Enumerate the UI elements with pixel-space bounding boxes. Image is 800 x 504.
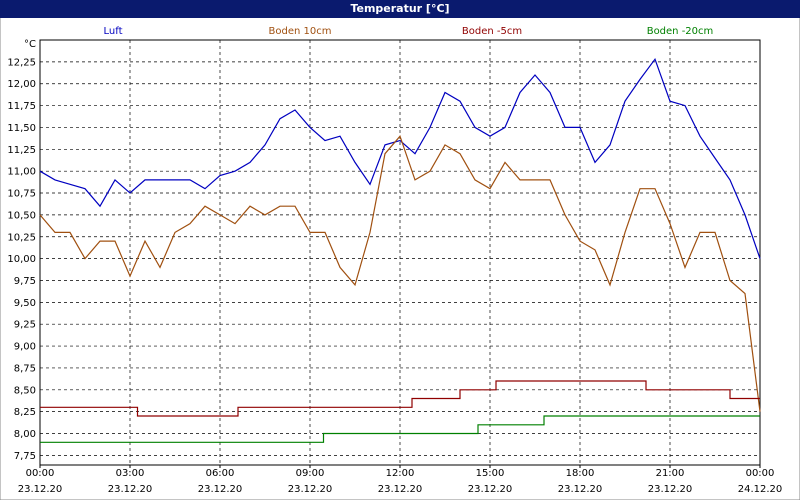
x-tick-sublabel: 23.12.20 bbox=[378, 484, 423, 495]
y-unit: °C bbox=[24, 39, 36, 50]
legend-entry: Boden -5cm bbox=[462, 26, 522, 37]
x-tick-label: 15:00 bbox=[476, 468, 505, 479]
x-tick-sublabel: 23.12.20 bbox=[198, 484, 243, 495]
x-tick-label: 06:00 bbox=[206, 468, 235, 479]
y-tick-label: 10,50 bbox=[7, 210, 36, 221]
chart-title: Temperatur [°C] bbox=[350, 2, 449, 15]
y-tick-label: 11,50 bbox=[7, 123, 36, 134]
y-tick-label: 8,25 bbox=[14, 407, 36, 418]
x-tick-label: 00:00 bbox=[26, 468, 55, 479]
y-tick-label: 9,75 bbox=[14, 276, 36, 287]
legend-entry: Boden -20cm bbox=[647, 26, 714, 37]
y-tick-label: 12,00 bbox=[7, 79, 36, 90]
y-tick-label: 11,00 bbox=[7, 167, 36, 178]
x-tick-sublabel: 23.12.20 bbox=[108, 484, 153, 495]
y-tick-label: 11,25 bbox=[7, 145, 36, 156]
x-tick-sublabel: 24.12.20 bbox=[738, 484, 783, 495]
series-line bbox=[40, 380, 760, 417]
y-tick-label: 8,00 bbox=[14, 429, 36, 440]
y-tick-label: 8,75 bbox=[14, 363, 36, 374]
x-tick-label: 18:00 bbox=[566, 468, 595, 479]
x-tick-label: 00:00 bbox=[746, 468, 775, 479]
x-tick-sublabel: 23.12.20 bbox=[468, 484, 513, 495]
x-tick-sublabel: 23.12.20 bbox=[18, 484, 63, 495]
x-tick-sublabel: 23.12.20 bbox=[648, 484, 693, 495]
series-line bbox=[39, 57, 761, 259]
y-tick-label: 7,75 bbox=[14, 451, 36, 462]
series-line bbox=[39, 135, 761, 412]
y-tick-label: 12,25 bbox=[7, 57, 36, 68]
title-bar bbox=[0, 0, 800, 18]
series-line bbox=[40, 415, 760, 443]
x-tick-label: 12:00 bbox=[386, 468, 415, 479]
x-tick-label: 21:00 bbox=[656, 468, 685, 479]
y-tick-label: 10,75 bbox=[7, 189, 36, 200]
y-tick-label: 9,25 bbox=[14, 320, 36, 331]
x-tick-label: 09:00 bbox=[296, 468, 325, 479]
y-tick-label: 9,00 bbox=[14, 342, 36, 353]
y-tick-label: 10,25 bbox=[7, 232, 36, 243]
y-tick-label: 9,50 bbox=[14, 298, 36, 309]
y-tick-label: 8,50 bbox=[14, 385, 36, 396]
legend-entry: Luft bbox=[104, 26, 123, 37]
x-tick-sublabel: 23.12.20 bbox=[288, 484, 333, 495]
legend-entry: Boden 10cm bbox=[269, 26, 332, 37]
x-tick-sublabel: 23.12.20 bbox=[558, 484, 603, 495]
y-tick-label: 11,75 bbox=[7, 101, 36, 112]
x-tick-label: 03:00 bbox=[116, 468, 145, 479]
y-tick-label: 10,00 bbox=[7, 254, 36, 265]
